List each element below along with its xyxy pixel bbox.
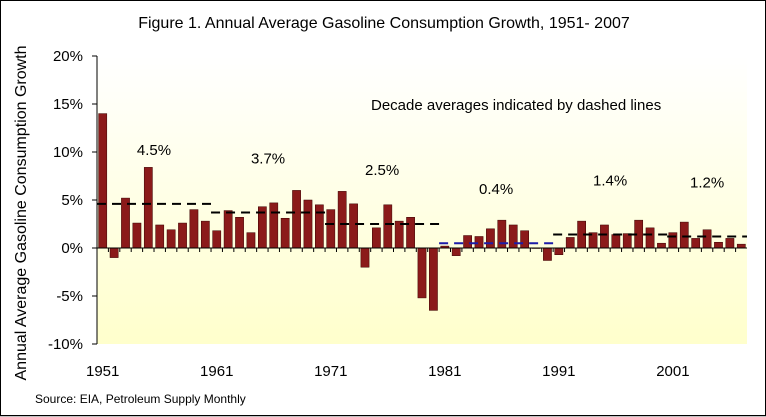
x-tick-label: 1991 [542,363,575,380]
bar [406,217,415,249]
x-tick-label: 1971 [314,363,347,380]
source-note: Source: EIA, Petroleum Supply Monthly [35,392,246,406]
bar [143,167,153,249]
x-tick-label: 1961 [200,363,233,380]
bar [178,222,187,249]
bar [679,221,689,249]
y-tick-label: 0% [61,240,83,257]
bar [600,224,609,249]
decade-average-label: 3.7% [251,150,285,167]
bar [166,229,176,249]
bar [200,220,210,249]
bar [668,232,678,249]
bar [303,199,313,249]
chart-annotation: Decade averages indicated by dashed line… [371,97,661,114]
bar [280,217,290,249]
bar [349,203,358,249]
y-axis-title: Annual Average Gasoline Consumption Grow… [13,45,30,380]
bar [645,227,655,249]
bar [394,220,404,249]
bar [417,247,427,299]
decade-average-label: 0.4% [479,181,513,198]
bar [337,191,347,249]
bar [714,241,723,249]
bar [269,202,279,249]
bar [520,230,529,249]
chart-title: Figure 1. Annual Average Gasoline Consum… [138,15,630,32]
bar [657,242,666,249]
decade-average-label: 4.5% [137,142,171,159]
bar [372,227,381,249]
decade-average-label: 1.2% [690,174,724,191]
bar [622,233,632,249]
x-tick-label: 1951 [86,363,119,380]
bar [109,247,119,258]
x-tick-label: 1981 [428,363,461,380]
bar [565,237,575,249]
bar [429,247,438,311]
bar [736,243,746,249]
bar [702,229,712,249]
decade-average-label: 2.5% [365,162,399,179]
y-tick-label: 20% [53,48,83,65]
bar [132,222,142,249]
bar [691,238,701,249]
bar [543,247,552,261]
bar [292,190,301,249]
bar [223,210,233,249]
y-tick-label: 15% [53,96,83,113]
bar [235,217,244,249]
y-tick-label: 10% [53,144,83,161]
y-tick-label: -5% [56,288,83,305]
bar [725,238,735,249]
bar [360,247,370,268]
x-tick-label: 2001 [656,363,689,380]
y-tick-label: 5% [61,192,83,209]
decade-average-label: 1.4% [593,173,627,190]
bar [451,247,461,256]
bar [383,204,393,249]
bar [326,209,336,249]
bar [155,224,165,249]
bar [246,232,256,249]
bar [463,235,472,249]
bar [508,224,518,249]
y-tick-label: -10% [48,336,83,353]
bar [315,204,324,249]
bar [98,113,108,249]
bar [212,230,222,249]
bar [121,197,130,249]
bar [189,209,199,249]
bar [611,234,621,249]
bar [486,228,495,249]
bar [554,247,564,255]
